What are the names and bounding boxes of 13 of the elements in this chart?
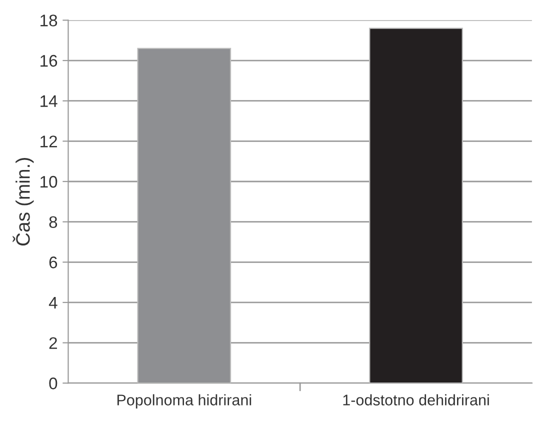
y-tick-label: 14	[40, 95, 58, 107]
y-tick-label: 18	[40, 14, 58, 26]
y-tick-label: 4	[48, 297, 58, 309]
y-tick-label: 16	[40, 54, 58, 67]
y-tick-label: 8	[49, 216, 58, 228]
y-tick-label: 10	[40, 176, 58, 188]
y-tick-label: 12	[40, 136, 57, 148]
y-tick-label: 2	[49, 337, 57, 349]
y-tick-label: 6	[49, 256, 58, 268]
y-axis-title: Čas (min.)	[12, 158, 34, 246]
y-tick-label: 0	[49, 378, 58, 390]
x-tick-label: Popolnoma hidrirani	[117, 394, 252, 408]
x-tick-label: 1-odstotno dehidrirani	[343, 394, 489, 406]
